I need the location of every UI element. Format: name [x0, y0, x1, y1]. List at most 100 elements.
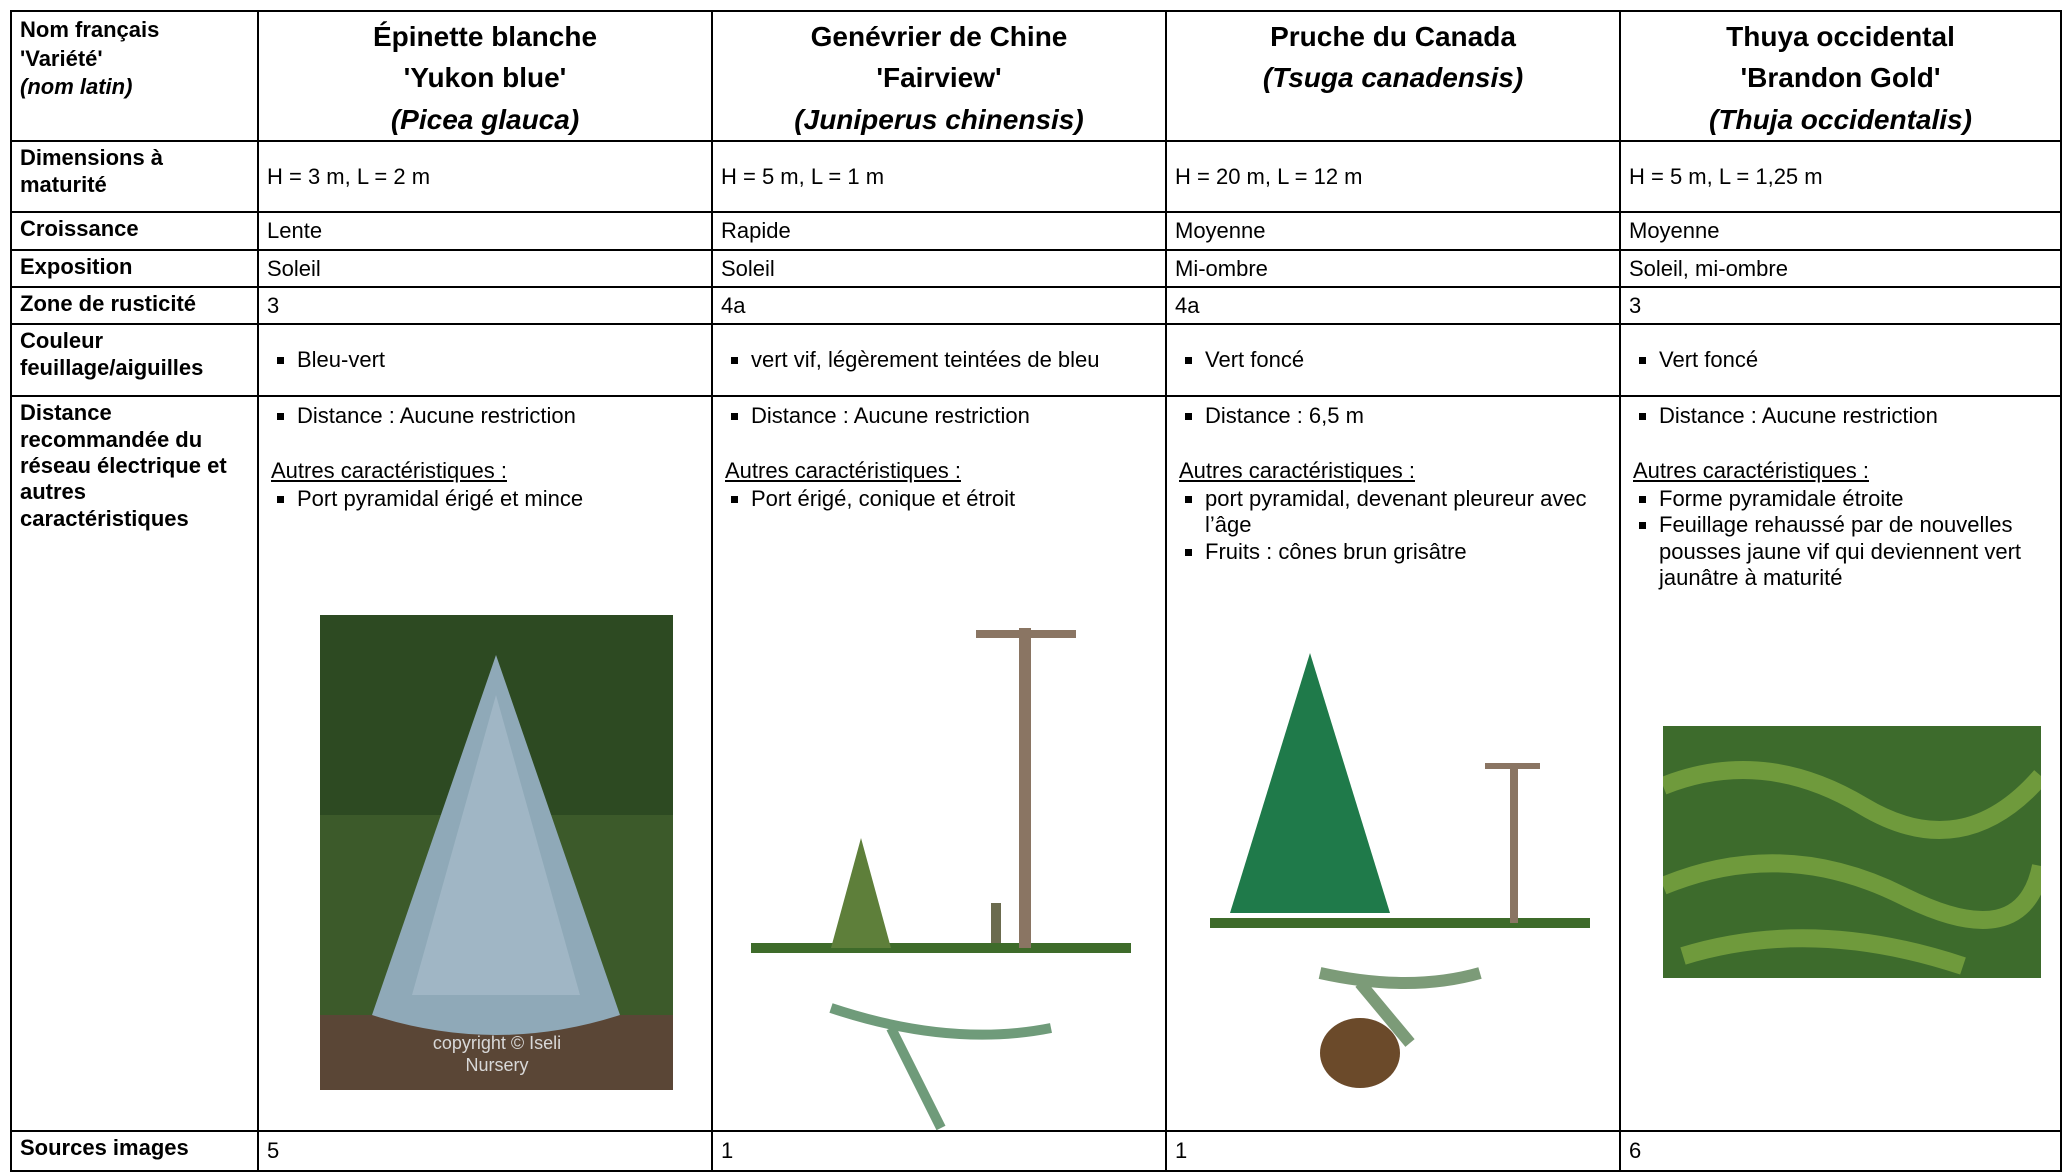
- page: Table {"table": { "header": [ {"lines": …: [0, 0, 2064, 1159]
- image-shape: [1210, 653, 1600, 1093]
- image-shape: [751, 608, 1151, 1131]
- cell: 5: [258, 1131, 712, 1171]
- bullet-list: Distance : Aucune restriction: [1629, 403, 2052, 429]
- header-variety: 'Yukon blue': [267, 57, 703, 98]
- table-row: Distance recommandée du réseau électriqu…: [11, 396, 2061, 1131]
- bullet-item: Bleu-vert: [297, 347, 703, 373]
- row-label: Couleur feuillage/aiguilles: [11, 324, 258, 396]
- image-shape: [1663, 726, 2041, 978]
- distance: Distance : 6,5 m: [1205, 403, 1611, 429]
- header-cell: Pruche du Canada(Tsuga canadensis): [1166, 11, 1620, 141]
- row-label: Croissance: [11, 212, 258, 250]
- image-shape: [320, 615, 673, 1090]
- header-name: Genévrier de Chine: [721, 16, 1157, 57]
- header-name: Thuya occidental: [1629, 16, 2052, 57]
- bullet-list: Forme pyramidale étroiteFeuillage rehaus…: [1629, 486, 2052, 592]
- cell: 4a: [712, 287, 1166, 324]
- image-shape: [1510, 763, 1518, 923]
- header-cell: Genévrier de Chine'Fairview'(Juniperus c…: [712, 11, 1166, 141]
- cell: Moyenne: [1166, 212, 1620, 250]
- distance: Distance : Aucune restriction: [751, 403, 1157, 429]
- other-title: Autres caractéristiques :: [1633, 458, 2052, 484]
- cell: Vert foncé: [1166, 324, 1620, 396]
- image-shape: [1019, 628, 1031, 948]
- bullet-item: Port pyramidal érigé et mince: [297, 486, 703, 512]
- header-name: Pruche du Canada: [1175, 16, 1611, 57]
- row-label: Zone de rusticité: [11, 287, 258, 324]
- bullet-list: Vert foncé: [1175, 347, 1611, 373]
- image-shape: [831, 1008, 1051, 1128]
- header-name: Épinette blanche: [267, 16, 703, 57]
- header-line: (nom latin): [20, 73, 249, 102]
- bullet-item: Vert foncé: [1659, 347, 2052, 373]
- bullet-list: port pyramidal, devenant pleureur avec l…: [1175, 486, 1611, 565]
- cell-content: Distance : Aucune restriction Autres cara…: [1629, 403, 2052, 591]
- header-latin: (Tsuga canadensis): [1175, 57, 1611, 98]
- cell: Rapide: [712, 212, 1166, 250]
- image-shape: [1485, 763, 1540, 769]
- cell: Distance : Aucune restriction Autres cara…: [1620, 396, 2061, 1131]
- header-latin: (Thuja occidentalis): [1629, 99, 2052, 140]
- cell: H = 5 m, L = 1,25 m: [1620, 141, 2061, 212]
- image-shape: [1230, 653, 1390, 913]
- other-title: Autres caractéristiques :: [271, 458, 703, 484]
- bullet-list: Distance : Aucune restriction: [267, 403, 703, 429]
- cell-content: Distance : 6,5 m Autres caractéristiques …: [1175, 403, 1611, 565]
- row-label: Sources images: [11, 1131, 258, 1171]
- header-row: Nom français'Variété'(nom latin)Épinette…: [11, 11, 2061, 141]
- header-variety: 'Fairview': [721, 57, 1157, 98]
- header-cell: Nom français'Variété'(nom latin): [11, 11, 258, 141]
- row-label: Distance recommandée du réseau électriqu…: [11, 396, 258, 1131]
- bullet-item: vert vif, légèrement teintées de bleu: [751, 347, 1157, 373]
- cell: Distance : Aucune restriction Autres cara…: [258, 396, 712, 1131]
- row-label: Dimensions à maturité: [11, 141, 258, 212]
- cell: 3: [258, 287, 712, 324]
- comparison-table: Nom français'Variété'(nom latin)Épinette…: [10, 10, 2062, 1172]
- bullet-item: Forme pyramidale étroite: [1659, 486, 2052, 512]
- bullet-item: Fruits : cônes brun grisâtre: [1205, 539, 1611, 565]
- cell: H = 5 m, L = 1 m: [712, 141, 1166, 212]
- cell-content: Distance : Aucune restriction Autres cara…: [721, 403, 1157, 512]
- table-row: Couleur feuillage/aiguilles Bleu-vert vert…: [11, 324, 2061, 396]
- image-shape: [1320, 1018, 1400, 1088]
- cell: Mi-ombre: [1166, 250, 1620, 287]
- cell: Soleil: [712, 250, 1166, 287]
- header-variety: 'Brandon Gold': [1629, 57, 2052, 98]
- bullet-list: Distance : Aucune restriction: [721, 403, 1157, 429]
- cell: Bleu-vert: [258, 324, 712, 396]
- cell: Distance : 6,5 m Autres caractéristiques …: [1166, 396, 1620, 1131]
- other-title: Autres caractéristiques :: [1179, 458, 1611, 484]
- cell-content: Distance : Aucune restriction Autres cara…: [267, 403, 703, 512]
- image-caption: copyright © Iseli Nursery: [417, 1033, 577, 1076]
- cell: Vert foncé: [1620, 324, 2061, 396]
- bullet-list: Distance : 6,5 m: [1175, 403, 1611, 429]
- cell: Soleil: [258, 250, 712, 287]
- other-title: Autres caractéristiques :: [725, 458, 1157, 484]
- header-line: Nom français: [20, 16, 249, 45]
- bullet-item: Vert foncé: [1205, 347, 1611, 373]
- cell: vert vif, légèrement teintées de bleu: [712, 324, 1166, 396]
- cell: 6: [1620, 1131, 2061, 1171]
- header-latin: (Juniperus chinensis): [721, 99, 1157, 140]
- cell: Moyenne: [1620, 212, 2061, 250]
- header-cell: Thuya occidental'Brandon Gold'(Thuja occ…: [1620, 11, 2061, 141]
- distance: Distance : Aucune restriction: [1659, 403, 2052, 429]
- header-cell: Épinette blanche'Yukon blue'(Picea glauc…: [258, 11, 712, 141]
- bullet-item: Port érigé, conique et étroit: [751, 486, 1157, 512]
- cell: 4a: [1166, 287, 1620, 324]
- bullet-list: Port érigé, conique et étroit: [721, 486, 1157, 512]
- table-body: Nom français'Variété'(nom latin)Épinette…: [11, 11, 2061, 1171]
- image-shape: [831, 838, 891, 948]
- bullet-list: vert vif, légèrement teintées de bleu: [721, 347, 1157, 373]
- bullet-list: Port pyramidal érigé et mince: [267, 486, 703, 512]
- header-latin: (Picea glauca): [267, 99, 703, 140]
- cell: 1: [1166, 1131, 1620, 1171]
- cell: H = 3 m, L = 2 m: [258, 141, 712, 212]
- bullet-list: Bleu-vert: [267, 347, 703, 373]
- cell: Soleil, mi-ombre: [1620, 250, 2061, 287]
